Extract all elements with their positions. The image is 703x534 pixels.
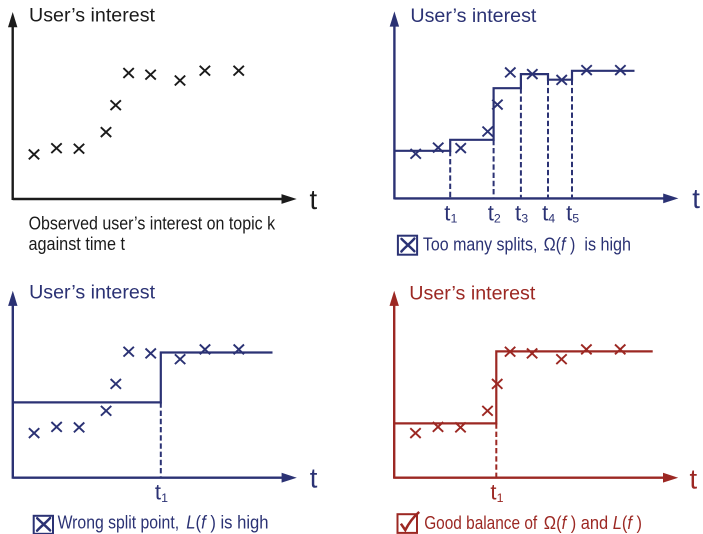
svg-text:t: t — [488, 200, 494, 225]
svg-text:5: 5 — [572, 212, 579, 226]
svg-text:t: t — [444, 200, 450, 225]
svg-text:User’s interest: User’s interest — [29, 283, 156, 304]
svg-text:t: t — [310, 462, 318, 493]
svg-text:t: t — [692, 183, 700, 214]
svg-text:Ω(f ) is high: Ω(f ) is high — [544, 234, 631, 254]
svg-text:t: t — [515, 200, 521, 225]
svg-text:t: t — [690, 464, 698, 495]
svg-text:User’s interest: User’s interest — [410, 6, 537, 27]
svg-text:t: t — [566, 200, 572, 225]
svg-text:1: 1 — [161, 491, 168, 505]
svg-text:Observed user’s interest on to: Observed user’s interest on topic k — [29, 214, 276, 234]
svg-text:against time t: against time t — [29, 234, 126, 254]
svg-text:L(f ) is high: L(f ) is high — [186, 512, 268, 532]
svg-text:Wrong split point,: Wrong split point, — [58, 512, 180, 532]
svg-text:Good balance of: Good balance of — [424, 513, 538, 533]
svg-text:User’s interest: User’s interest — [29, 6, 156, 27]
svg-text:4: 4 — [548, 212, 555, 226]
svg-text:2: 2 — [494, 212, 501, 226]
svg-text:1: 1 — [451, 212, 458, 226]
svg-text:3: 3 — [521, 212, 528, 226]
svg-text:t: t — [542, 200, 548, 225]
svg-text:Too many splits,: Too many splits, — [423, 234, 538, 254]
svg-text:1: 1 — [497, 491, 504, 505]
svg-text:t: t — [155, 480, 161, 505]
svg-text:t: t — [490, 480, 496, 505]
svg-text:Ω(f ) and L(f ): Ω(f ) and L(f ) — [544, 513, 642, 533]
svg-text:t: t — [310, 184, 318, 215]
svg-text:User’s interest: User’s interest — [409, 284, 536, 305]
